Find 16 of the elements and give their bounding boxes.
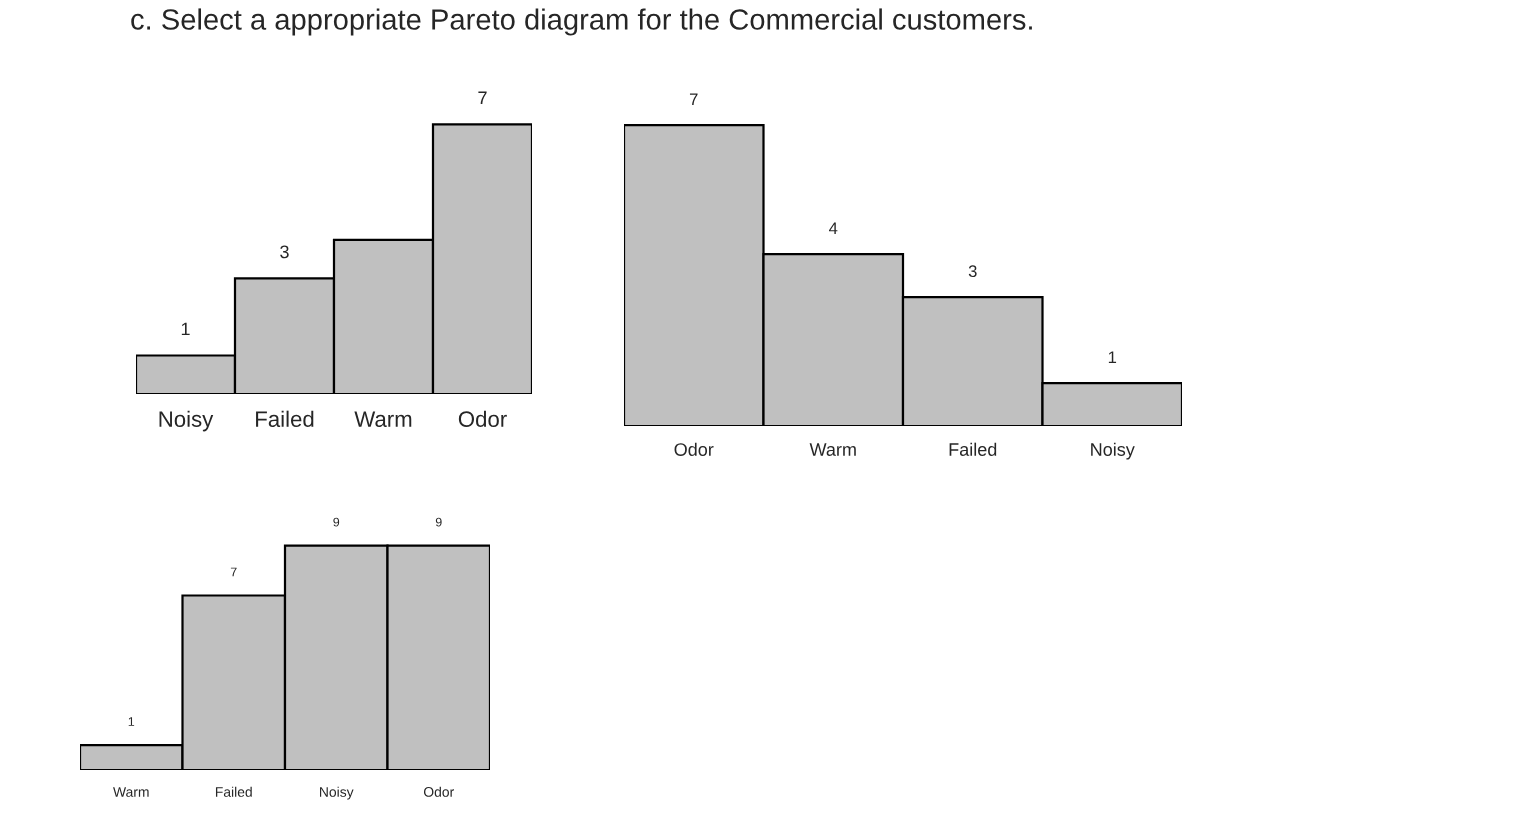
data-label: 1: [1108, 351, 1117, 363]
data-label: 3: [280, 245, 289, 259]
data-label: 7: [689, 93, 698, 106]
data-label: 7: [478, 91, 487, 105]
x-tick-label: Noisy: [1091, 442, 1135, 460]
data-label: 4: [829, 222, 838, 234]
data-label: 1: [181, 322, 190, 336]
x-tick-label: Odor: [674, 442, 714, 456]
x-tick-label: Odor: [458, 410, 507, 427]
data-label: 3: [968, 265, 977, 278]
chart-title: c. Select a appropriate Pareto diagram for the Commercial customers.: [131, 8, 1032, 36]
x-tick-label: Warm: [354, 411, 412, 427]
x-tick-label: Failed: [256, 410, 314, 427]
x-tick-label: Warm: [809, 443, 856, 456]
x-tick-label: Failed: [949, 442, 997, 456]
x-tick-label: Noisy: [159, 410, 214, 432]
